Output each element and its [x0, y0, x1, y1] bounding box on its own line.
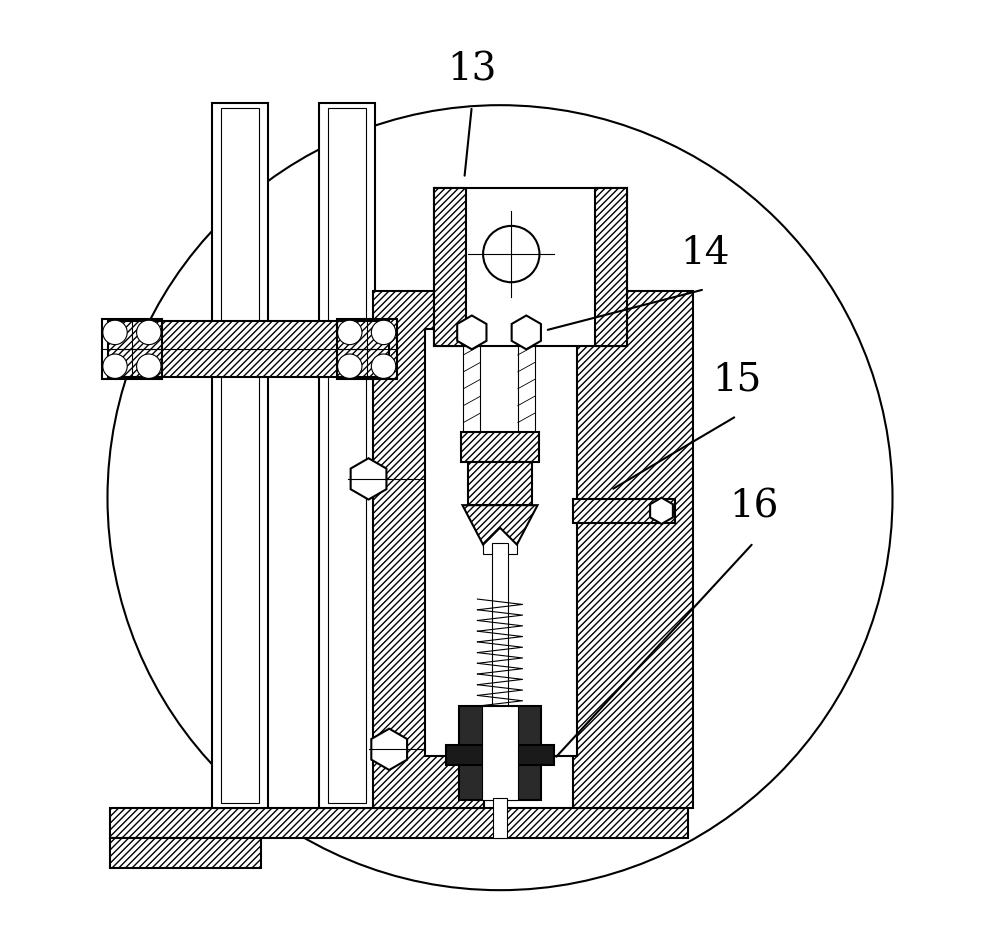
Bar [461, 432, 539, 462]
Bar [110, 838, 261, 868]
Bar [221, 108, 259, 803]
Bar [573, 291, 693, 808]
Text: 16: 16 [729, 488, 778, 526]
Circle shape [338, 354, 362, 378]
Bar [518, 346, 535, 434]
Polygon shape [462, 505, 538, 545]
Bar [446, 745, 554, 765]
Bar [212, 103, 268, 808]
Bar [319, 103, 375, 808]
Bar [483, 505, 517, 554]
Bar [468, 462, 532, 505]
Bar [573, 291, 693, 808]
Circle shape [103, 354, 127, 378]
Circle shape [137, 320, 161, 345]
Bar [595, 188, 627, 346]
Circle shape [371, 320, 396, 345]
Bar [493, 798, 507, 838]
Bar [492, 543, 508, 723]
Circle shape [338, 320, 362, 345]
Bar [463, 346, 480, 434]
Bar [102, 319, 162, 379]
Bar [110, 808, 688, 838]
Bar [434, 188, 466, 346]
Circle shape [483, 226, 539, 283]
Bar [373, 291, 484, 808]
Text: 15: 15 [712, 362, 761, 399]
Bar [328, 108, 366, 803]
Bar [461, 432, 539, 462]
Bar [434, 188, 466, 346]
Circle shape [103, 320, 127, 345]
Circle shape [371, 354, 396, 378]
Bar [110, 808, 688, 838]
Bar [108, 321, 389, 377]
Bar [434, 188, 627, 346]
Text: 13: 13 [447, 52, 497, 89]
Bar [482, 706, 518, 800]
Text: 14: 14 [680, 235, 729, 272]
Bar [595, 188, 627, 346]
Bar [425, 329, 577, 756]
Bar [468, 462, 532, 505]
Bar [110, 838, 261, 868]
Bar [373, 291, 484, 808]
Bar [108, 321, 389, 377]
Bar [337, 319, 397, 379]
Bar [573, 499, 675, 523]
Bar [459, 706, 541, 800]
Bar [573, 499, 675, 523]
Circle shape [137, 354, 161, 378]
Circle shape [107, 105, 893, 890]
